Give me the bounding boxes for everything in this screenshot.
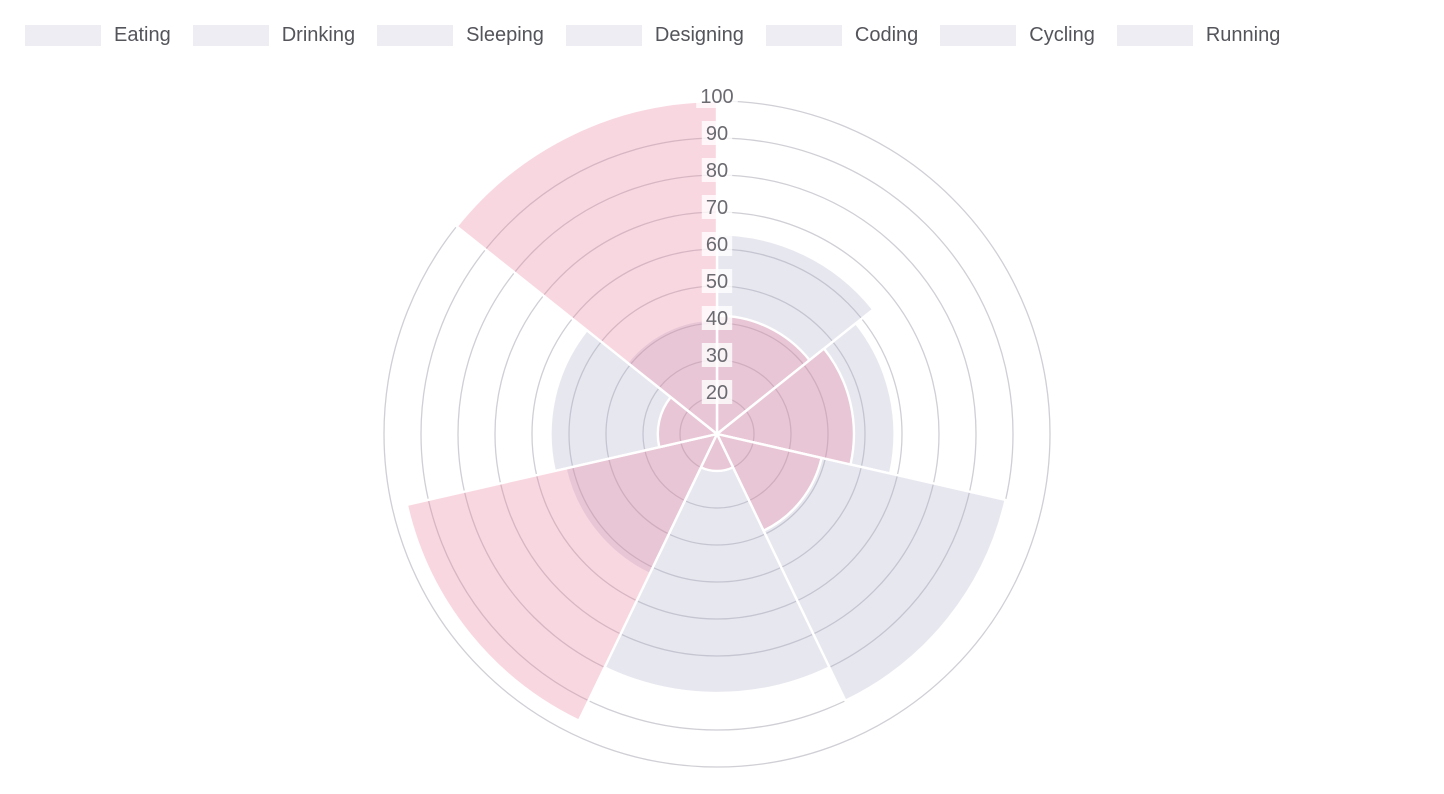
sector-cycling-series-1-lavender[interactable] xyxy=(549,329,719,473)
axis-tick-50: 50 xyxy=(706,271,728,293)
legend-label: Coding xyxy=(854,24,919,46)
legend-label: Sleeping xyxy=(466,24,544,46)
axis-tick-20: 20 xyxy=(706,382,728,404)
legend-item-running[interactable]: Running xyxy=(1116,24,1281,46)
legend-swatch xyxy=(765,25,842,46)
legend-swatch xyxy=(25,25,101,46)
sector-drinking-series-2-pink[interactable] xyxy=(715,347,856,466)
legend-item-drinking[interactable]: Drinking xyxy=(192,24,356,46)
legend-label: Cycling xyxy=(1029,24,1095,46)
tick-backdrop-90 xyxy=(701,121,733,145)
axis-tick-40: 40 xyxy=(706,308,728,330)
tick-backdrop-40 xyxy=(701,306,733,330)
sector-sleeping-series-2-pink[interactable] xyxy=(715,432,823,532)
legend-swatch xyxy=(940,25,1017,46)
tick-backdrop-70 xyxy=(701,195,733,219)
tick-backdrop-60 xyxy=(701,232,733,256)
axis-tick-60: 60 xyxy=(706,234,728,256)
legend-swatch xyxy=(1116,25,1193,46)
chart-legend: Eating Drinking Sleeping Designing Coding Cyc… xyxy=(0,25,1444,46)
tick-backdrop-80 xyxy=(701,158,733,182)
tick-backdrop-20 xyxy=(701,380,733,404)
tick-backdrop-30 xyxy=(701,343,733,367)
legend-label: Eating xyxy=(114,24,171,46)
legend-item-sleeping[interactable]: Sleeping xyxy=(377,25,544,46)
axis-tick-70: 70 xyxy=(706,197,728,219)
sector-coding-series-2-pink[interactable] xyxy=(405,432,719,722)
legend-label: Designing xyxy=(654,24,744,46)
legend-item-designing[interactable]: Designing xyxy=(565,24,744,46)
sector-designing-series-1-lavender[interactable] xyxy=(603,432,831,695)
legend-item-coding[interactable]: Coding xyxy=(765,24,919,46)
legend-label: Running xyxy=(1205,24,1281,46)
legend-swatch xyxy=(192,25,269,46)
axis-tick-30: 30 xyxy=(706,345,728,367)
legend-swatch xyxy=(377,25,454,46)
axis-tick-80: 80 xyxy=(706,160,728,182)
legend-item-eating[interactable]: Eating xyxy=(25,25,171,46)
sector-sleeping-series-1-lavender[interactable] xyxy=(715,432,1007,702)
legend-item-cycling[interactable]: Cycling xyxy=(940,25,1095,46)
axis-tick-100: 100 xyxy=(700,86,733,108)
sector-running-series-2-pink[interactable] xyxy=(455,99,719,436)
axis-tick-90: 90 xyxy=(706,123,728,145)
legend-swatch xyxy=(565,25,642,46)
legend-label: Drinking xyxy=(281,24,356,46)
tick-backdrop-100 xyxy=(696,84,738,108)
tick-backdrop-50 xyxy=(701,269,733,293)
sector-drinking-series-1-lavender[interactable] xyxy=(715,322,896,475)
sector-coding-series-1-lavender[interactable] xyxy=(564,432,719,576)
